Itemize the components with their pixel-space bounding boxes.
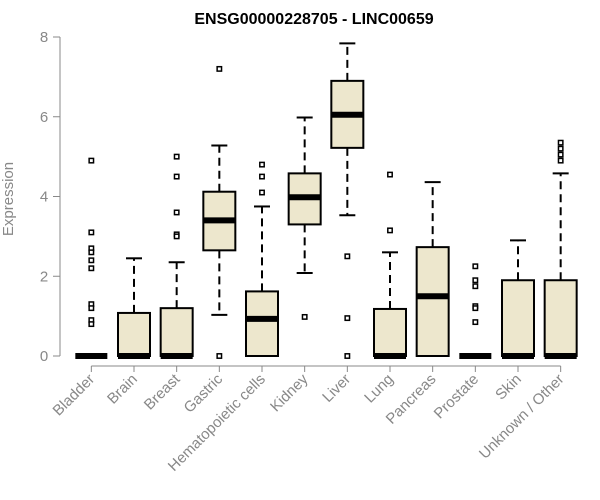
outlier-point xyxy=(387,227,393,234)
outlier-point xyxy=(88,305,95,312)
y-axis: 0 2 4 6 8 xyxy=(40,29,61,365)
x-tick-label: Lung xyxy=(361,371,397,407)
outlier-point xyxy=(259,173,265,180)
box-brain xyxy=(117,257,151,359)
outlier-point xyxy=(173,173,180,180)
outlier-point xyxy=(344,315,351,322)
box-iqr xyxy=(245,290,279,357)
y-tick-label: 8 xyxy=(40,29,48,46)
x-tick-label: Breast xyxy=(141,370,184,413)
outlier-point xyxy=(344,253,351,260)
box-iqr xyxy=(117,311,151,357)
outlier-point xyxy=(173,209,180,216)
outlier-point xyxy=(216,65,223,72)
box-iqr xyxy=(373,307,407,358)
outlier-point xyxy=(88,229,95,236)
outlier-point xyxy=(344,353,351,359)
box-pancreas xyxy=(415,181,450,357)
box-iqr xyxy=(501,279,535,357)
outlier-point xyxy=(173,233,180,240)
x-tick-label: Kidney xyxy=(267,370,312,415)
boxes xyxy=(75,42,578,359)
box-liver xyxy=(330,42,365,359)
box-skin xyxy=(501,239,535,359)
box-iqr xyxy=(543,279,578,357)
box-lung xyxy=(373,171,407,359)
x-tick-label: Brain xyxy=(104,371,141,408)
box-iqr xyxy=(159,307,194,357)
x-tick-label: Liver xyxy=(319,371,354,406)
y-tick-label: 4 xyxy=(40,189,48,206)
y-tick-label: 6 xyxy=(40,109,48,126)
box-iqr xyxy=(415,246,450,357)
x-tick-label: Skin xyxy=(492,371,525,404)
outlier-point xyxy=(88,249,95,256)
outlier-point xyxy=(387,171,393,178)
box-breast xyxy=(159,153,194,359)
box-prostate xyxy=(459,263,492,359)
outlier-point xyxy=(88,257,95,264)
outlier-point xyxy=(88,321,95,328)
outlier-point xyxy=(216,353,223,359)
box-unknown-other xyxy=(543,139,578,359)
box-hematopoietic-cells xyxy=(245,161,279,357)
y-tick-label: 0 xyxy=(40,348,48,365)
outlier-point xyxy=(173,153,180,160)
outlier-point xyxy=(472,283,479,290)
outlier-point xyxy=(557,145,564,152)
outlier-point xyxy=(557,139,564,146)
box-bladder xyxy=(75,157,108,359)
outlier-point xyxy=(472,277,479,284)
outlier-point xyxy=(557,157,564,164)
outlier-point xyxy=(472,305,479,312)
outlier-point xyxy=(472,319,479,326)
outlier-point xyxy=(259,161,265,168)
outlier-point xyxy=(259,189,265,196)
chart-title: ENSG00000228705 - LINC00659 xyxy=(194,11,433,28)
box-gastric xyxy=(202,65,237,359)
outlier-point xyxy=(88,157,95,164)
x-tick-label: Bladder xyxy=(50,371,99,420)
outlier-point xyxy=(472,263,479,270)
outlier-point xyxy=(88,265,95,272)
y-tick-label: 2 xyxy=(40,268,48,285)
outlier-point xyxy=(301,313,308,320)
box-kidney xyxy=(287,116,322,320)
outlier-point xyxy=(557,151,564,158)
x-tick-label: Prostate xyxy=(431,371,483,423)
y-axis-label: Expression xyxy=(0,162,17,236)
